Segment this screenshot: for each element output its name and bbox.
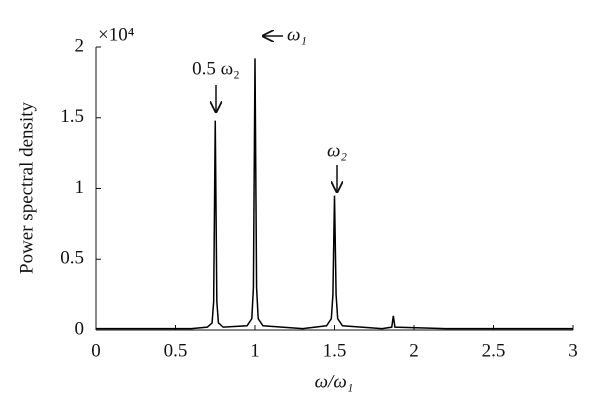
y-tick-label: 2: [75, 35, 85, 56]
x-tick-label: 2.5: [482, 340, 506, 361]
series-line: [96, 58, 573, 330]
x-tick-label: 0.5: [164, 340, 188, 361]
y-tick-label: 1: [75, 177, 85, 198]
x-tick-label: 0: [91, 340, 101, 361]
y-tick-label: 0: [75, 318, 85, 339]
x-axis-label: ω/ω₁: [315, 371, 354, 392]
y-axis-label: Power spectral density: [16, 101, 37, 274]
y-tick-label: 0.5: [60, 248, 84, 269]
x-tick-label: 1.5: [323, 340, 347, 361]
x-tick-label: 1: [250, 340, 260, 361]
multiplier: ×10⁴: [98, 24, 135, 45]
annotation: ω₁: [287, 24, 307, 45]
x-tick-label: 2: [409, 340, 419, 361]
annotation: ω₂: [327, 140, 347, 161]
x-tick-label: 3: [568, 340, 578, 361]
y-tick-label: 1.5: [60, 106, 84, 127]
annotation: 0.5 ω₂: [192, 58, 240, 79]
